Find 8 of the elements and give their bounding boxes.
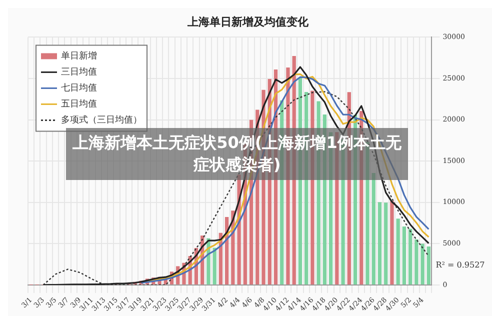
text: R² = 0.9527 — [436, 260, 485, 270]
legend-label: 单日新增 — [61, 50, 97, 62]
legend-label: 三日均值 — [61, 66, 97, 78]
chart-title: 上海单日新增及均值变化 — [186, 15, 310, 28]
legend-label: 多项式（三日均值） — [61, 114, 142, 126]
legend-label: 五日均值 — [61, 98, 97, 110]
legend-label: 七日均值 — [61, 82, 97, 94]
annotation: 上海新增本土无症状50例(上海新增1例本土无症状感染者) — [66, 128, 408, 180]
